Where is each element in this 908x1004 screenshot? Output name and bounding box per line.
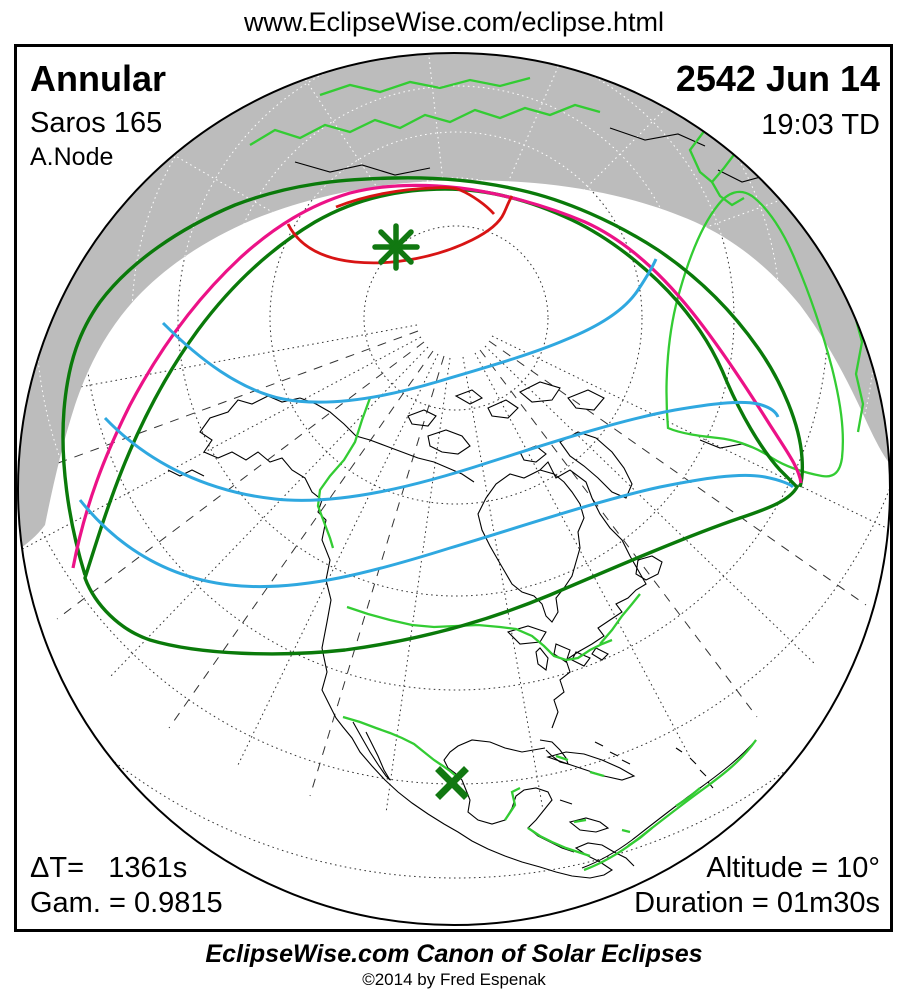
- eclipse-type-label: Annular: [30, 58, 167, 99]
- saros-label: Saros 165: [30, 107, 163, 139]
- eclipse-curves: [61, 176, 805, 656]
- penumbra-limit-inner-green-loop: [83, 187, 800, 656]
- gamma-label: Gam. = 0.9815: [30, 887, 223, 919]
- penumbra-outline-red-inner: [335, 186, 496, 215]
- site-url-text: www.EclipseWise.com/eclipse.html: [243, 7, 665, 37]
- copyright-text: ©2014 by Fred Espenak: [362, 970, 546, 989]
- node-label: A.Node: [30, 143, 114, 171]
- max-eclipse-blue-2: [103, 400, 780, 502]
- eclipse-time-label: 19:03 TD: [761, 109, 880, 141]
- coastlines: [167, 127, 765, 879]
- duration-label: Duration = 01m30s: [634, 887, 880, 919]
- max-eclipse-blue-1: [161, 258, 658, 404]
- delta-t-label: ΔT= 1361s: [30, 852, 188, 884]
- penumbra-limit-outer-green: [61, 176, 805, 576]
- altitude-label: Altitude = 10°: [706, 852, 880, 884]
- globe-ocean: [18, 53, 890, 925]
- subsolar-point-marker: [435, 766, 469, 800]
- eclipse-date-label: 2542 Jun 14: [675, 58, 880, 99]
- greatest-eclipse-marker: [372, 223, 420, 271]
- penumbra-outline-red-outer: [286, 195, 514, 265]
- canon-title: EclipseWise.com Canon of Solar Eclipses: [205, 940, 703, 968]
- max-eclipse-blue-3: [78, 473, 795, 589]
- map-frame-border: [14, 44, 893, 932]
